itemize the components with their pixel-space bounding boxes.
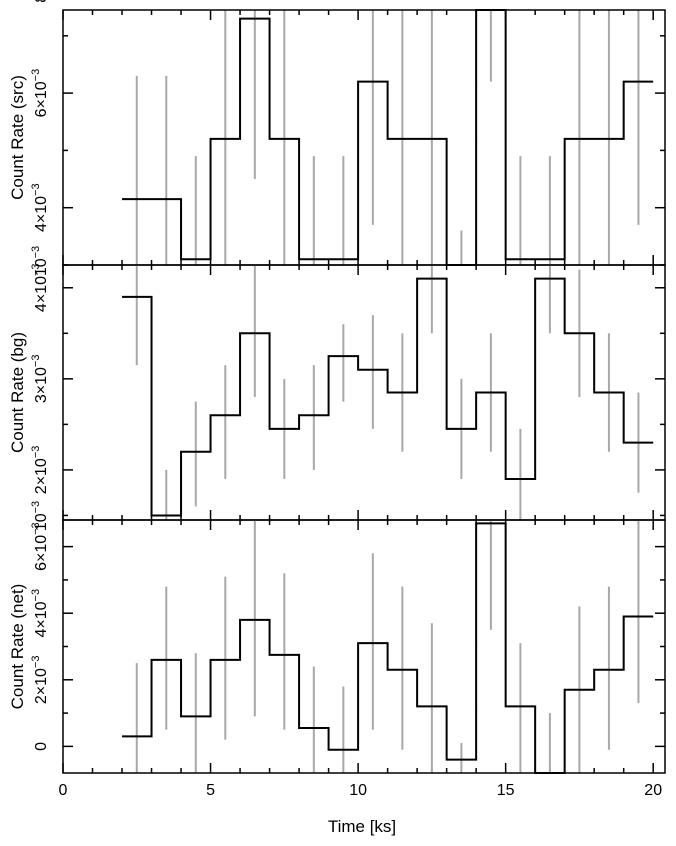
y-axis-title: Count Rate (net) — [8, 584, 27, 710]
y-tick-label: 4×10−3 — [30, 263, 50, 312]
step-line — [122, 9, 654, 266]
y-tick-label: 10−3 — [30, 501, 50, 531]
x-tick-label: 0 — [59, 782, 68, 799]
y-tick-label: 4×10−3 — [30, 589, 50, 638]
panel-frame — [62, 519, 666, 774]
y-tick-label: 2×10−3 — [30, 655, 50, 704]
panel-frame — [62, 264, 666, 521]
x-tick-label: 15 — [497, 782, 515, 799]
y-tick-label: 0 — [33, 742, 50, 751]
y-tick-label: 6×10−3 — [30, 522, 50, 571]
x-axis-title: Time [ks] — [328, 817, 396, 836]
x-tick-label: 20 — [644, 782, 662, 799]
panel-frame — [62, 9, 666, 266]
y-tick-label: 10−3 — [30, 246, 50, 276]
y-axis-title: Count Rate (bg) — [8, 332, 27, 453]
y-tick-label: 4×10−3 — [30, 183, 50, 232]
y-tick-label: 6×10−3 — [30, 69, 50, 118]
step-line — [122, 522, 654, 774]
step-line — [122, 277, 654, 517]
y-axis-title: Count Rate (src) — [8, 75, 27, 200]
y-tick-label: 2×10−3 — [30, 446, 50, 495]
y-tick-label: 3×10−3 — [30, 355, 50, 404]
x-tick-label: 10 — [349, 782, 367, 799]
y-tick-label: 8×10−3 — [30, 0, 50, 3]
x-tick-label: 5 — [206, 782, 215, 799]
